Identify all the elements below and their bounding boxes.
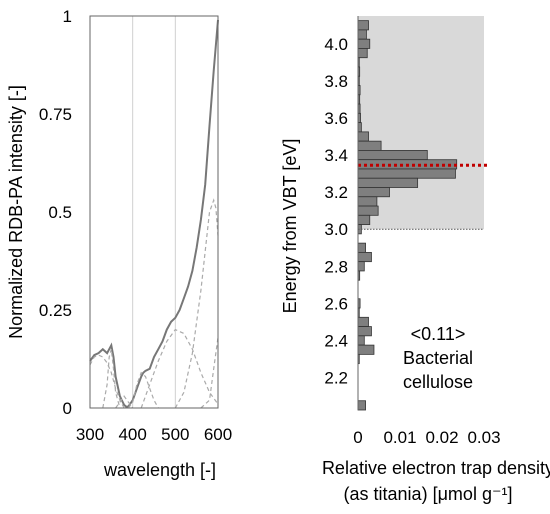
bar — [357, 29, 367, 40]
left-series-group — [89, 19, 219, 409]
left-y-axis-label: Normalized RDB-PA intensity [-] — [6, 85, 26, 339]
bar — [357, 48, 368, 59]
bar — [357, 20, 369, 31]
bar — [357, 38, 371, 49]
bar — [357, 177, 419, 188]
bar — [357, 400, 366, 411]
bar — [357, 131, 369, 142]
right-chart: 2.2 2.4 2.6 2.8 3.0 3.2 3.4 3.6 3.8 4.0 0 0.01 0.02… — [280, 16, 550, 504]
right-y-tick-label: 3.6 — [324, 109, 348, 128]
bar — [357, 140, 382, 151]
left-series-component-7 — [200, 337, 219, 409]
left-x-tick-label: 300 — [76, 425, 104, 444]
left-y-tick-label: 1 — [63, 7, 72, 26]
left-series-component-1 — [89, 354, 125, 409]
bar — [357, 261, 365, 272]
right-x-tick-label: 0.02 — [425, 428, 458, 447]
right-y-tick-label: 3.2 — [324, 183, 348, 202]
bar — [357, 205, 379, 216]
bar — [357, 196, 378, 207]
right-x-tick-labels: 0 0.01 0.02 0.03 — [353, 428, 500, 447]
right-x-axis-label-line1: Relative electron trap density — [322, 458, 550, 478]
bar — [357, 122, 362, 133]
bar — [357, 335, 365, 346]
left-x-tick-label: 500 — [161, 425, 189, 444]
left-y-tick-label: 0 — [63, 399, 72, 418]
left-x-tick-label: 400 — [118, 425, 146, 444]
left-y-tick-label: 0.5 — [48, 203, 72, 222]
bar — [357, 150, 428, 161]
right-x-tick-label: 0.01 — [383, 428, 416, 447]
right-y-axis-label: Energy from VBT [eV] — [280, 139, 300, 314]
left-series-component-5 — [140, 328, 219, 409]
bar — [357, 326, 372, 337]
left-y-tick-label: 0.25 — [39, 301, 72, 320]
left-y-tick-labels: 0 0.25 0.5 0.75 1 — [39, 7, 72, 418]
right-x-tick-label: 0.03 — [467, 428, 500, 447]
right-y-tick-label: 4.0 — [324, 35, 348, 54]
bar — [357, 251, 372, 263]
left-x-axis-label: wavelength [-] — [103, 460, 216, 480]
right-y-tick-label: 3.0 — [324, 220, 348, 239]
bar — [357, 214, 371, 225]
right-y-tick-label: 2.2 — [324, 369, 348, 388]
right-y-tick-label: 2.8 — [324, 257, 348, 276]
annotation-line3: cellulose — [403, 372, 473, 392]
bar — [357, 168, 456, 179]
left-x-tick-label: 600 — [204, 425, 232, 444]
left-chart: 0 0.25 0.5 0.75 1 300 400 500 600 Normalized RD… — [6, 7, 232, 480]
right-y-tick-labels: 2.2 2.4 2.6 2.8 3.0 3.2 3.4 3.6 3.8 4.0 — [324, 35, 348, 388]
left-series-component-2 — [102, 349, 121, 409]
bar — [357, 344, 375, 355]
right-y-tick-label: 2.4 — [324, 331, 348, 350]
left-series-component-3 — [115, 395, 134, 409]
annotation-line1: <0.11> — [411, 324, 466, 344]
bar — [357, 187, 390, 198]
bar — [357, 242, 366, 253]
right-x-tick-label: 0 — [353, 428, 362, 447]
bar — [357, 316, 369, 327]
right-y-tick-label: 3.8 — [324, 72, 348, 91]
annotation-line2: Bacterial — [403, 348, 473, 368]
right-y-tick-label: 3.4 — [324, 146, 348, 165]
left-plot-frame — [89, 15, 219, 409]
left-series-component-4 — [127, 371, 159, 409]
right-x-axis-label-line2: (as titania) [μmol g⁻¹] — [344, 484, 513, 504]
right-y-tick-label: 2.6 — [324, 294, 348, 313]
left-series-component-6 — [174, 198, 219, 409]
left-x-tick-labels: 300 400 500 600 — [76, 425, 232, 444]
left-gridlines — [132, 16, 176, 408]
left-y-tick-label: 0.75 — [39, 105, 72, 124]
left-series-total-line — [89, 19, 219, 408]
